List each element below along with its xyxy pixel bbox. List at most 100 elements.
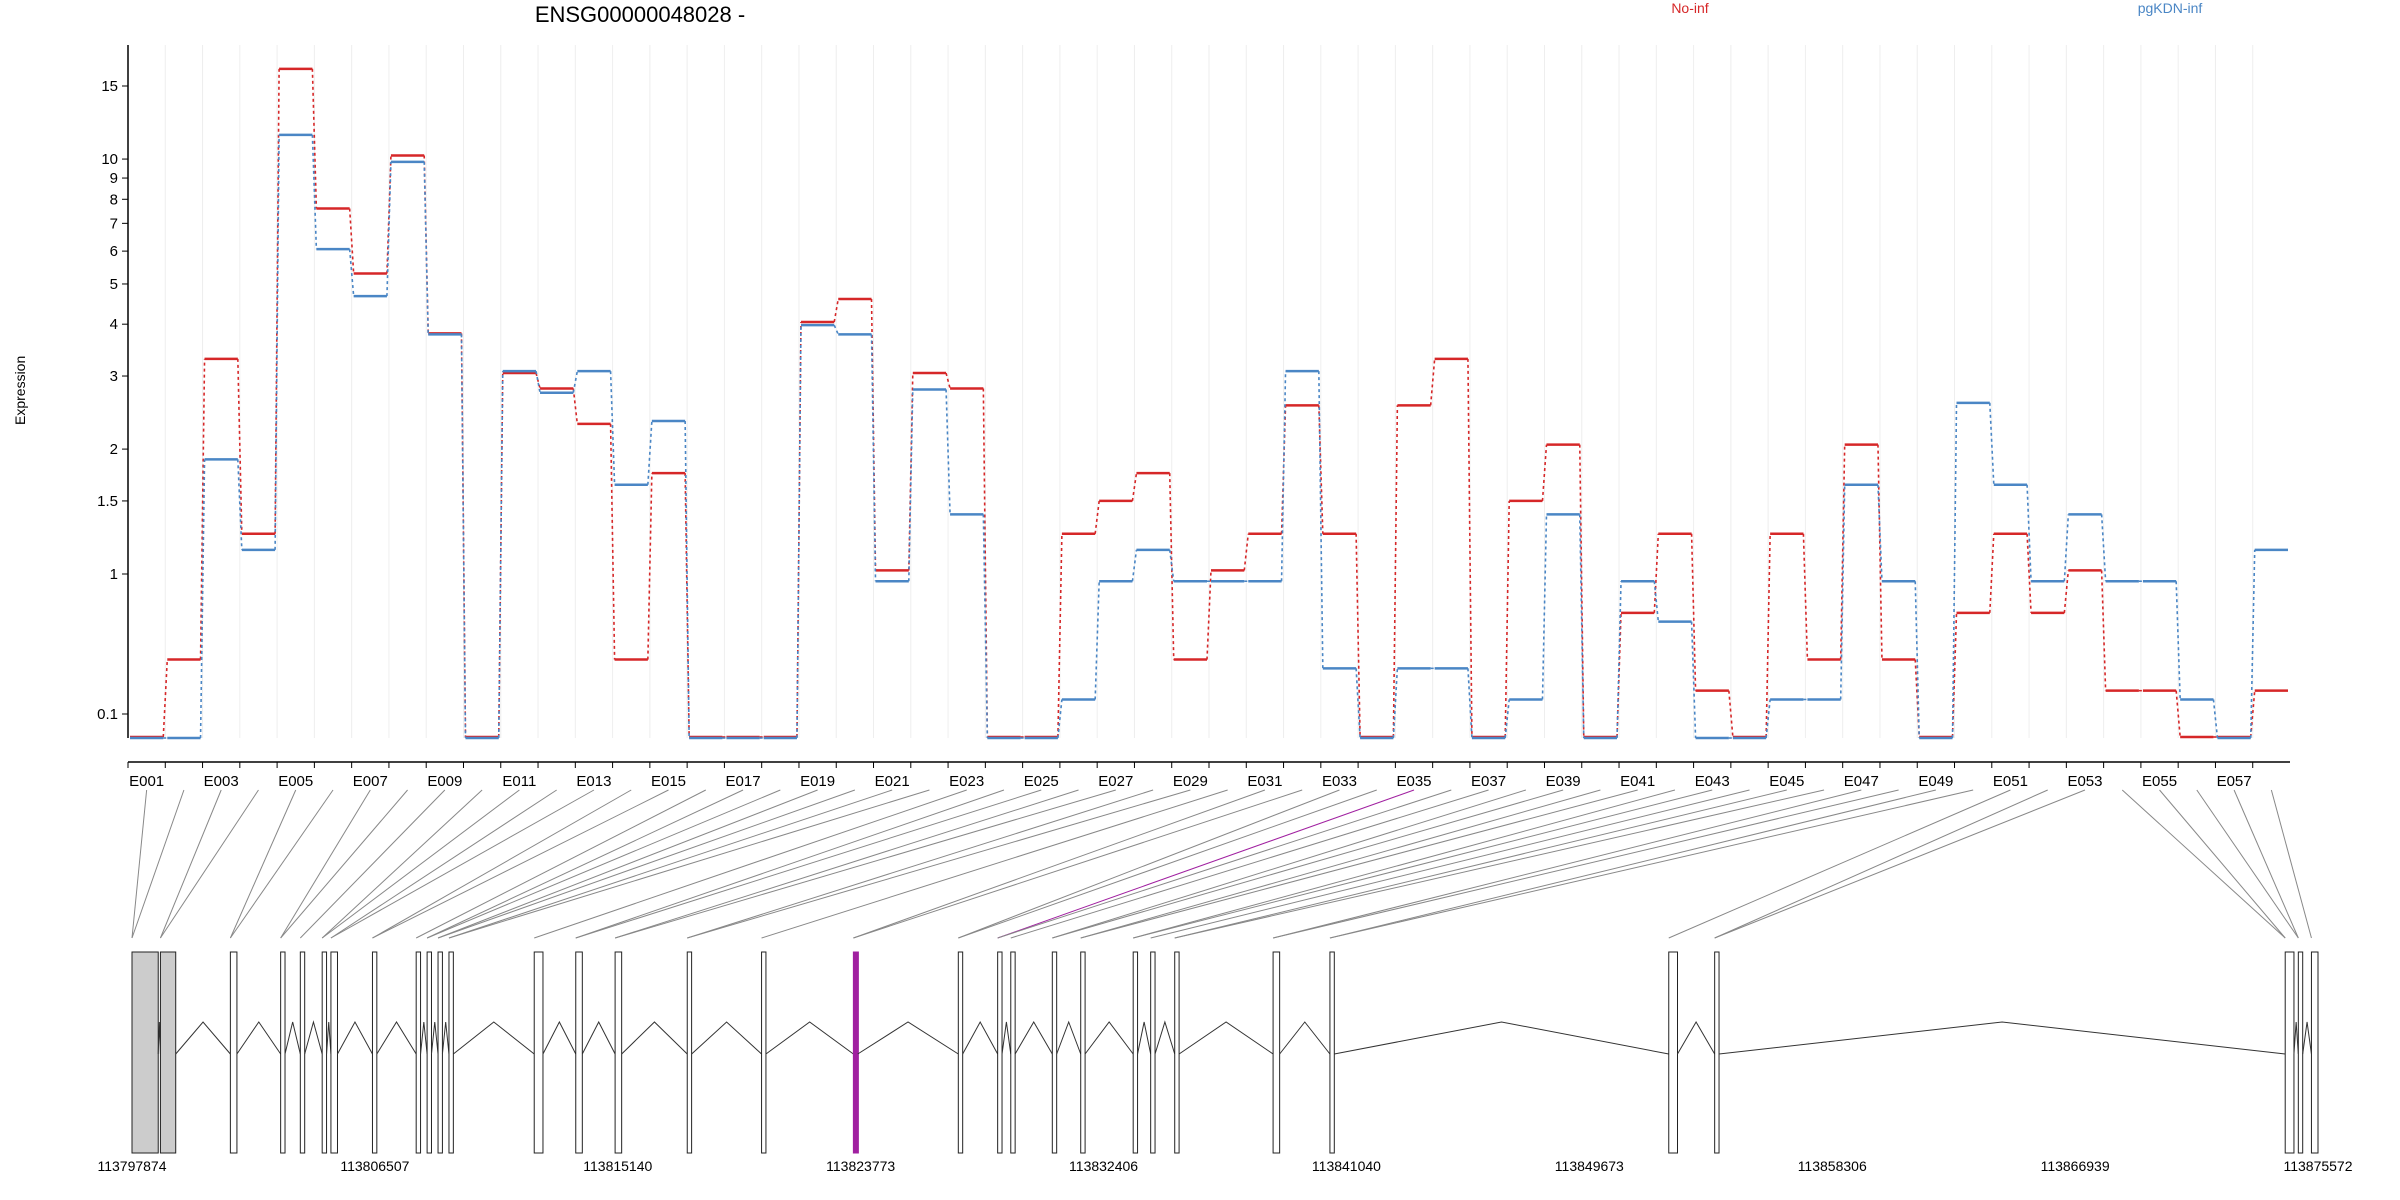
y-tick-label: 4 [110,316,118,333]
series-layer [130,67,2288,740]
y-tick-label: 7 [110,215,118,232]
exon-connector [2270,789,2312,939]
series-connector [348,249,355,297]
intron-line [1014,1021,1053,1055]
series-connector [1355,533,1361,738]
intron-line [1677,1021,1716,1055]
connector-layer [131,789,2312,939]
x-tick-label: E015 [651,773,686,790]
exon-connector [1133,789,1676,939]
exon-connector [1329,789,1936,939]
exon-connector [1080,789,1601,939]
series-connector [1094,581,1100,700]
intron-line [1001,1021,1012,1055]
y-tick-label: 1 [110,566,118,583]
x-tick-label: E009 [427,773,462,790]
intron-line [420,1021,428,1055]
series-connector [1504,699,1511,739]
exon-connector [958,789,1340,939]
series-connector [1131,549,1138,582]
x-tick-label: E033 [1322,773,1357,790]
series-connector [162,659,169,738]
intron-line [441,1021,450,1055]
series-connector [1914,581,1921,739]
exon-connector [372,789,632,939]
series-connector [647,473,653,660]
coordinate-label: 113832406 [1069,1158,1138,1174]
series-connector [1578,514,1585,739]
exon-connector [321,789,520,939]
exon-block [1272,951,1281,1154]
series-connector [1765,699,1771,739]
x-tick-label: E029 [1173,773,1208,790]
exon-connector [330,789,595,939]
x-tick-label: E035 [1396,773,1431,790]
exon-block [330,951,338,1154]
series-connector [1168,473,1175,660]
series-connector [1690,533,1697,691]
intron-line [1154,1020,1176,1055]
series-connector [2063,570,2070,613]
exon-connector [159,789,222,939]
exon-connector [426,789,744,939]
exon-connector [575,789,1005,939]
x-tick-label: E007 [353,773,388,790]
series-connector [348,208,355,274]
x-tick-label: E021 [875,773,910,790]
series-connector [2026,533,2032,613]
coordinate-label: 113841040 [1312,1158,1381,1174]
intron-line [542,1020,577,1055]
exon-connector [229,789,297,939]
exon-block [1329,951,1335,1154]
x-tick-label: E053 [2067,773,2102,790]
y-tick-label: 0.1 [97,706,118,723]
coordinate-label: 113815140 [583,1158,652,1174]
exon-connector [448,789,930,939]
exon-connector [853,789,1303,939]
x-tick-label: E019 [800,773,835,790]
exon-connector [437,789,818,939]
series-connector [684,421,690,739]
x-tick-label: E047 [1844,773,1879,790]
series-connector [609,371,616,485]
y-tick-label: 5 [110,276,118,293]
exon-block [2310,951,2319,1154]
series-connector [1653,533,1660,613]
exon-block [2297,951,2304,1154]
exon-block [131,951,159,1154]
intron-line [691,1021,762,1055]
series-connector [199,459,206,739]
coordinate-label: 113866939 [2041,1158,2110,1174]
series-connector [1988,402,1995,485]
series-connector [460,334,467,739]
series-connector [535,372,541,389]
series-connector [870,334,877,582]
series-connector [1616,581,1622,739]
series-connector [1802,533,1809,660]
intron-line [2293,1021,2299,1055]
exon-connector [761,789,1228,939]
exon-connector [853,789,1266,939]
series-connector [1578,444,1585,738]
exon-connector [1174,789,1787,939]
exon-block [761,951,767,1154]
series-connector [1206,570,1212,660]
y-tick-label: 6 [110,243,118,260]
exon-connector [1133,789,1713,939]
series-connector [1280,371,1287,582]
exon-connector [2121,789,2286,939]
series-connector [2249,549,2256,739]
series-connector [1877,484,1883,582]
series-connector [907,389,914,582]
x-tick-label: E037 [1471,773,1506,790]
exon-block [997,951,1003,1154]
exon-block [1051,951,1058,1154]
x-tick-label: E025 [1024,773,1059,790]
series-connector [1988,533,1995,613]
exon-connector [229,789,334,939]
exon-connector [131,789,185,939]
exon-block [448,951,454,1154]
exon-block [437,951,443,1154]
coordinate-label: 113806507 [340,1158,409,1174]
x-tick-label: E051 [1993,773,2028,790]
